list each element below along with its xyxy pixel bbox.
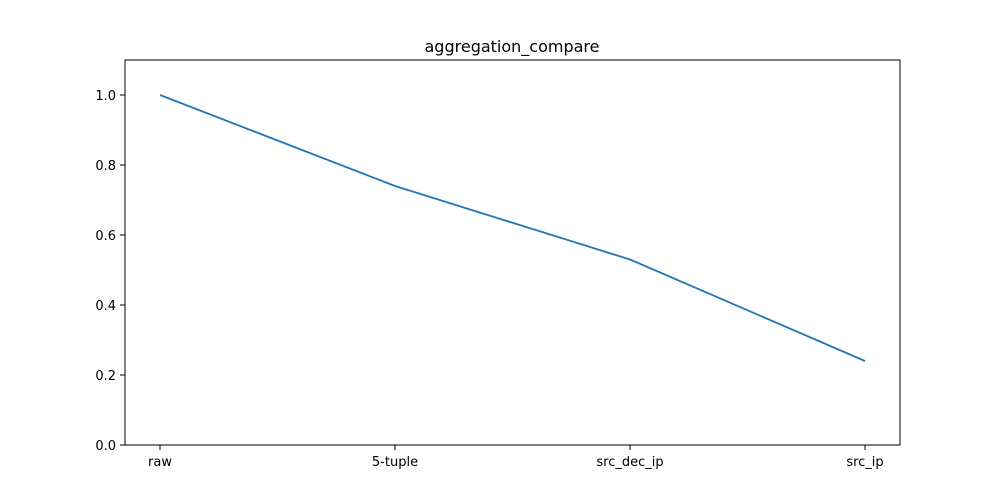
y-axis: 0.0 0.2 0.4 0.6 0.8 1.0 [95, 89, 125, 454]
x-tick-label: src_ip [846, 455, 883, 470]
chart-title: aggregation_compare [425, 37, 600, 57]
y-tick-label: 0.8 [95, 159, 116, 174]
y-tick-label: 0.6 [95, 229, 116, 244]
x-axis: raw 5-tuple src_dec_ip src_ip [148, 445, 884, 470]
x-tick-label: 5-tuple [372, 455, 418, 470]
x-tick-label: src_dec_ip [596, 455, 663, 470]
y-tick-label: 0.0 [95, 439, 116, 454]
series-line [159, 94, 866, 362]
y-tick-label: 1.0 [95, 89, 116, 104]
y-tick-label: 0.4 [95, 299, 116, 314]
y-tick-label: 0.2 [95, 369, 116, 384]
plot-area [124, 59, 901, 446]
x-tick-label: raw [148, 455, 172, 470]
series-group [159, 94, 866, 362]
